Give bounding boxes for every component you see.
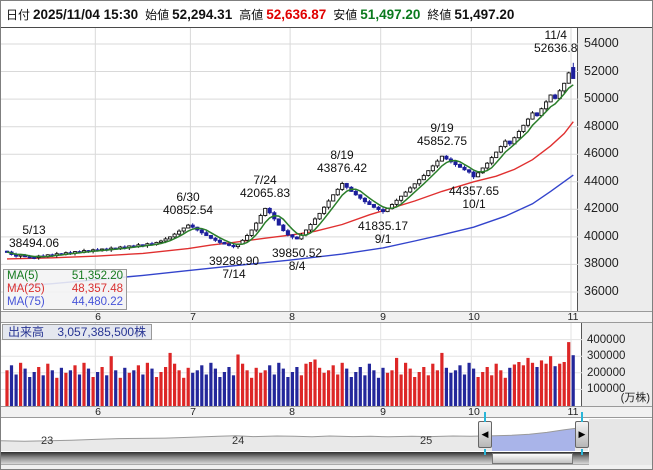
- high-label: 高値: [239, 7, 264, 22]
- swing-annotation: 39850.52 8/4: [272, 246, 323, 273]
- range-left-arrow-button[interactable]: ◀: [478, 421, 492, 448]
- ma75-label: MA(75): [7, 296, 45, 308]
- range-handle-tick-left-bottom: [484, 449, 486, 455]
- year-tick: 25: [420, 435, 433, 447]
- y-axis-tick: 40000: [584, 229, 619, 243]
- volume-value: 3,057,385,500株: [57, 325, 147, 339]
- month-tick: 8: [289, 311, 295, 323]
- volume-axis-tick: 300000: [587, 350, 626, 362]
- open-value: 52,294.31: [172, 6, 233, 22]
- month-axis-top: 6 7 8 9 10 11: [1, 311, 652, 323]
- ma75-legend-row: MA(75) 44,480.22: [7, 296, 123, 309]
- year-tick: 24: [232, 435, 245, 447]
- volume-axis-tick: 400000: [587, 334, 626, 346]
- range-handle-tick-right-top: [581, 412, 583, 422]
- swing-annotation: 9/19 45852.75: [417, 121, 468, 148]
- ma5-label: MA(5): [7, 270, 39, 282]
- scrollbar[interactable]: [1, 452, 589, 465]
- y-axis-tick: 36000: [584, 284, 619, 298]
- volume-axis: (万株) 400000 300000 200000 100000: [582, 323, 652, 406]
- month-tick: 6: [95, 311, 101, 323]
- low-label: 安値: [333, 7, 358, 22]
- y-axis-tick: 38000: [584, 256, 619, 270]
- volume-axis-tick: 200000: [587, 367, 626, 379]
- y-axis-tick: 48000: [584, 119, 619, 133]
- ma25-label: MA(25): [7, 283, 45, 295]
- y-axis-tick: 50000: [584, 91, 619, 105]
- range-handle-tick-right-bottom: [581, 449, 583, 455]
- scrollbar-thumb[interactable]: [492, 453, 573, 464]
- swing-annotation: 5/13 38494.06: [9, 223, 60, 250]
- swing-annotation: 39288.90 7/14: [209, 254, 260, 281]
- range-handle-tick-left-top: [484, 412, 486, 422]
- price-axis: 54000 52000 50000 48000 46000 44000 42000 40000…: [578, 28, 652, 311]
- navigator-right-filler: [589, 419, 652, 469]
- volume-chart-panel[interactable]: 出来高 3,057,385,500株: [1, 323, 582, 406]
- low-value: 51,497.20: [360, 6, 421, 22]
- month-tick: 11: [567, 406, 579, 418]
- volume-unit-label: (万株): [620, 392, 650, 404]
- candlestick-canvas[interactable]: [1, 28, 578, 311]
- month-tick: 11: [567, 311, 579, 323]
- swing-annotation: 6/30 40852.54: [163, 190, 214, 217]
- y-axis-tick: 54000: [584, 36, 619, 50]
- month-tick: 10: [468, 406, 480, 418]
- volume-axis-tick: 100000: [587, 383, 626, 395]
- volume-header-badge: 出来高 3,057,385,500株: [2, 324, 153, 340]
- swing-annotation: 44357.65 10/1: [449, 184, 500, 211]
- swing-annotation: 7/24 42065.83: [240, 173, 291, 200]
- y-axis-tick: 44000: [584, 174, 619, 188]
- close-value: 51,497.20: [454, 6, 515, 22]
- month-tick: 6: [95, 406, 101, 418]
- right-arrow-icon: ▶: [578, 429, 586, 439]
- range-navigator[interactable]: ◀ ▶ 23 24 25: [1, 419, 589, 451]
- open-label: 始値: [145, 7, 170, 22]
- date-label: 日付: [6, 7, 31, 22]
- range-right-arrow-button[interactable]: ▶: [575, 421, 589, 448]
- month-tick: 9: [380, 406, 386, 418]
- left-arrow-icon: ◀: [481, 429, 489, 439]
- y-axis-tick: 46000: [584, 146, 619, 160]
- bottom-filler: [1, 465, 652, 469]
- month-axis-bottom: 6 7 8 9 10 11: [1, 406, 652, 418]
- month-tick: 10: [468, 311, 480, 323]
- month-tick: 8: [289, 406, 295, 418]
- swing-annotation: 41835.17 9/1: [358, 219, 409, 246]
- month-tick: 9: [380, 311, 386, 323]
- y-axis-tick: 42000: [584, 201, 619, 215]
- ma5-value: 51,352.20: [71, 270, 123, 282]
- ma75-value: 44,480.22: [71, 296, 123, 308]
- year-tick: 23: [41, 435, 54, 447]
- ohlc-header: 日付 2025/11/04 15:30 始値 52,294.31 高値 52,6…: [1, 1, 652, 28]
- ma5-legend-row: MA(5) 51,352.20: [7, 270, 123, 283]
- volume-label: 出来高: [8, 325, 45, 339]
- ma25-value: 48,357.48: [71, 283, 123, 295]
- swing-annotation: 11/4 52636.8: [534, 28, 578, 55]
- navigator-canvas[interactable]: [1, 419, 589, 451]
- ma25-legend-row: MA(25) 48,357.48: [7, 283, 123, 296]
- close-label: 終値: [427, 7, 452, 22]
- month-tick: 7: [190, 311, 196, 323]
- date-value: 2025/11/04 15:30: [33, 6, 139, 22]
- y-axis-tick: 52000: [584, 64, 619, 78]
- volume-canvas[interactable]: [1, 323, 582, 406]
- price-chart-panel[interactable]: 5/13 38494.06 6/30 40852.54 39288.90 7/14 7/24…: [1, 28, 578, 311]
- high-value: 52,636.87: [266, 6, 327, 22]
- ma-legend: MA(5) 51,352.20 MA(25) 48,357.48 MA(75) …: [3, 269, 127, 310]
- swing-annotation: 8/19 43876.42: [317, 148, 368, 175]
- month-tick: 7: [190, 406, 196, 418]
